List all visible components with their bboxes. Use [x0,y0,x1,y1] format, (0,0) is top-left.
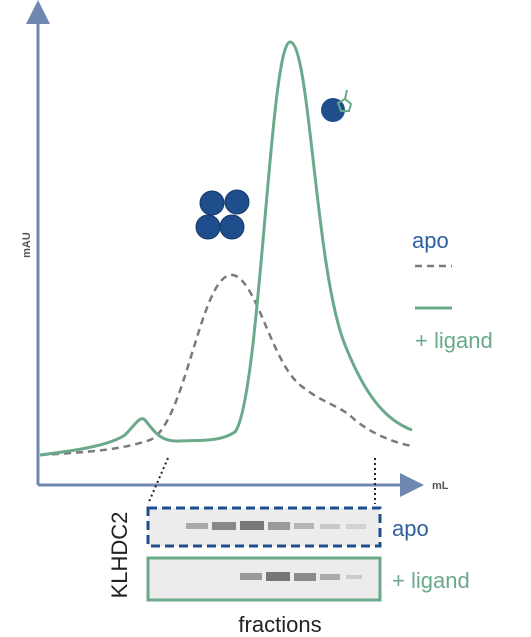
legend-apo: apo [412,228,449,253]
gel-x-label: fractions [238,612,321,637]
x-axis-label: mL [432,480,449,492]
gel-label-ligand: + ligand [392,568,470,593]
legend-ligand: + ligand [415,328,493,353]
leader [148,458,168,504]
ligand-curve [40,42,412,455]
protein-label: KLHDC2 [107,512,132,599]
y-axis-label: mAU [21,232,33,258]
figure: mAU mL apo + ligand ap [0,0,531,637]
apo-curve [40,275,412,455]
tetramer-icon [196,190,249,239]
gel-ligand [148,558,380,600]
monomer-ligand-icon [321,90,351,122]
gel-label-apo: apo [392,516,429,541]
gel-apo [148,508,380,546]
